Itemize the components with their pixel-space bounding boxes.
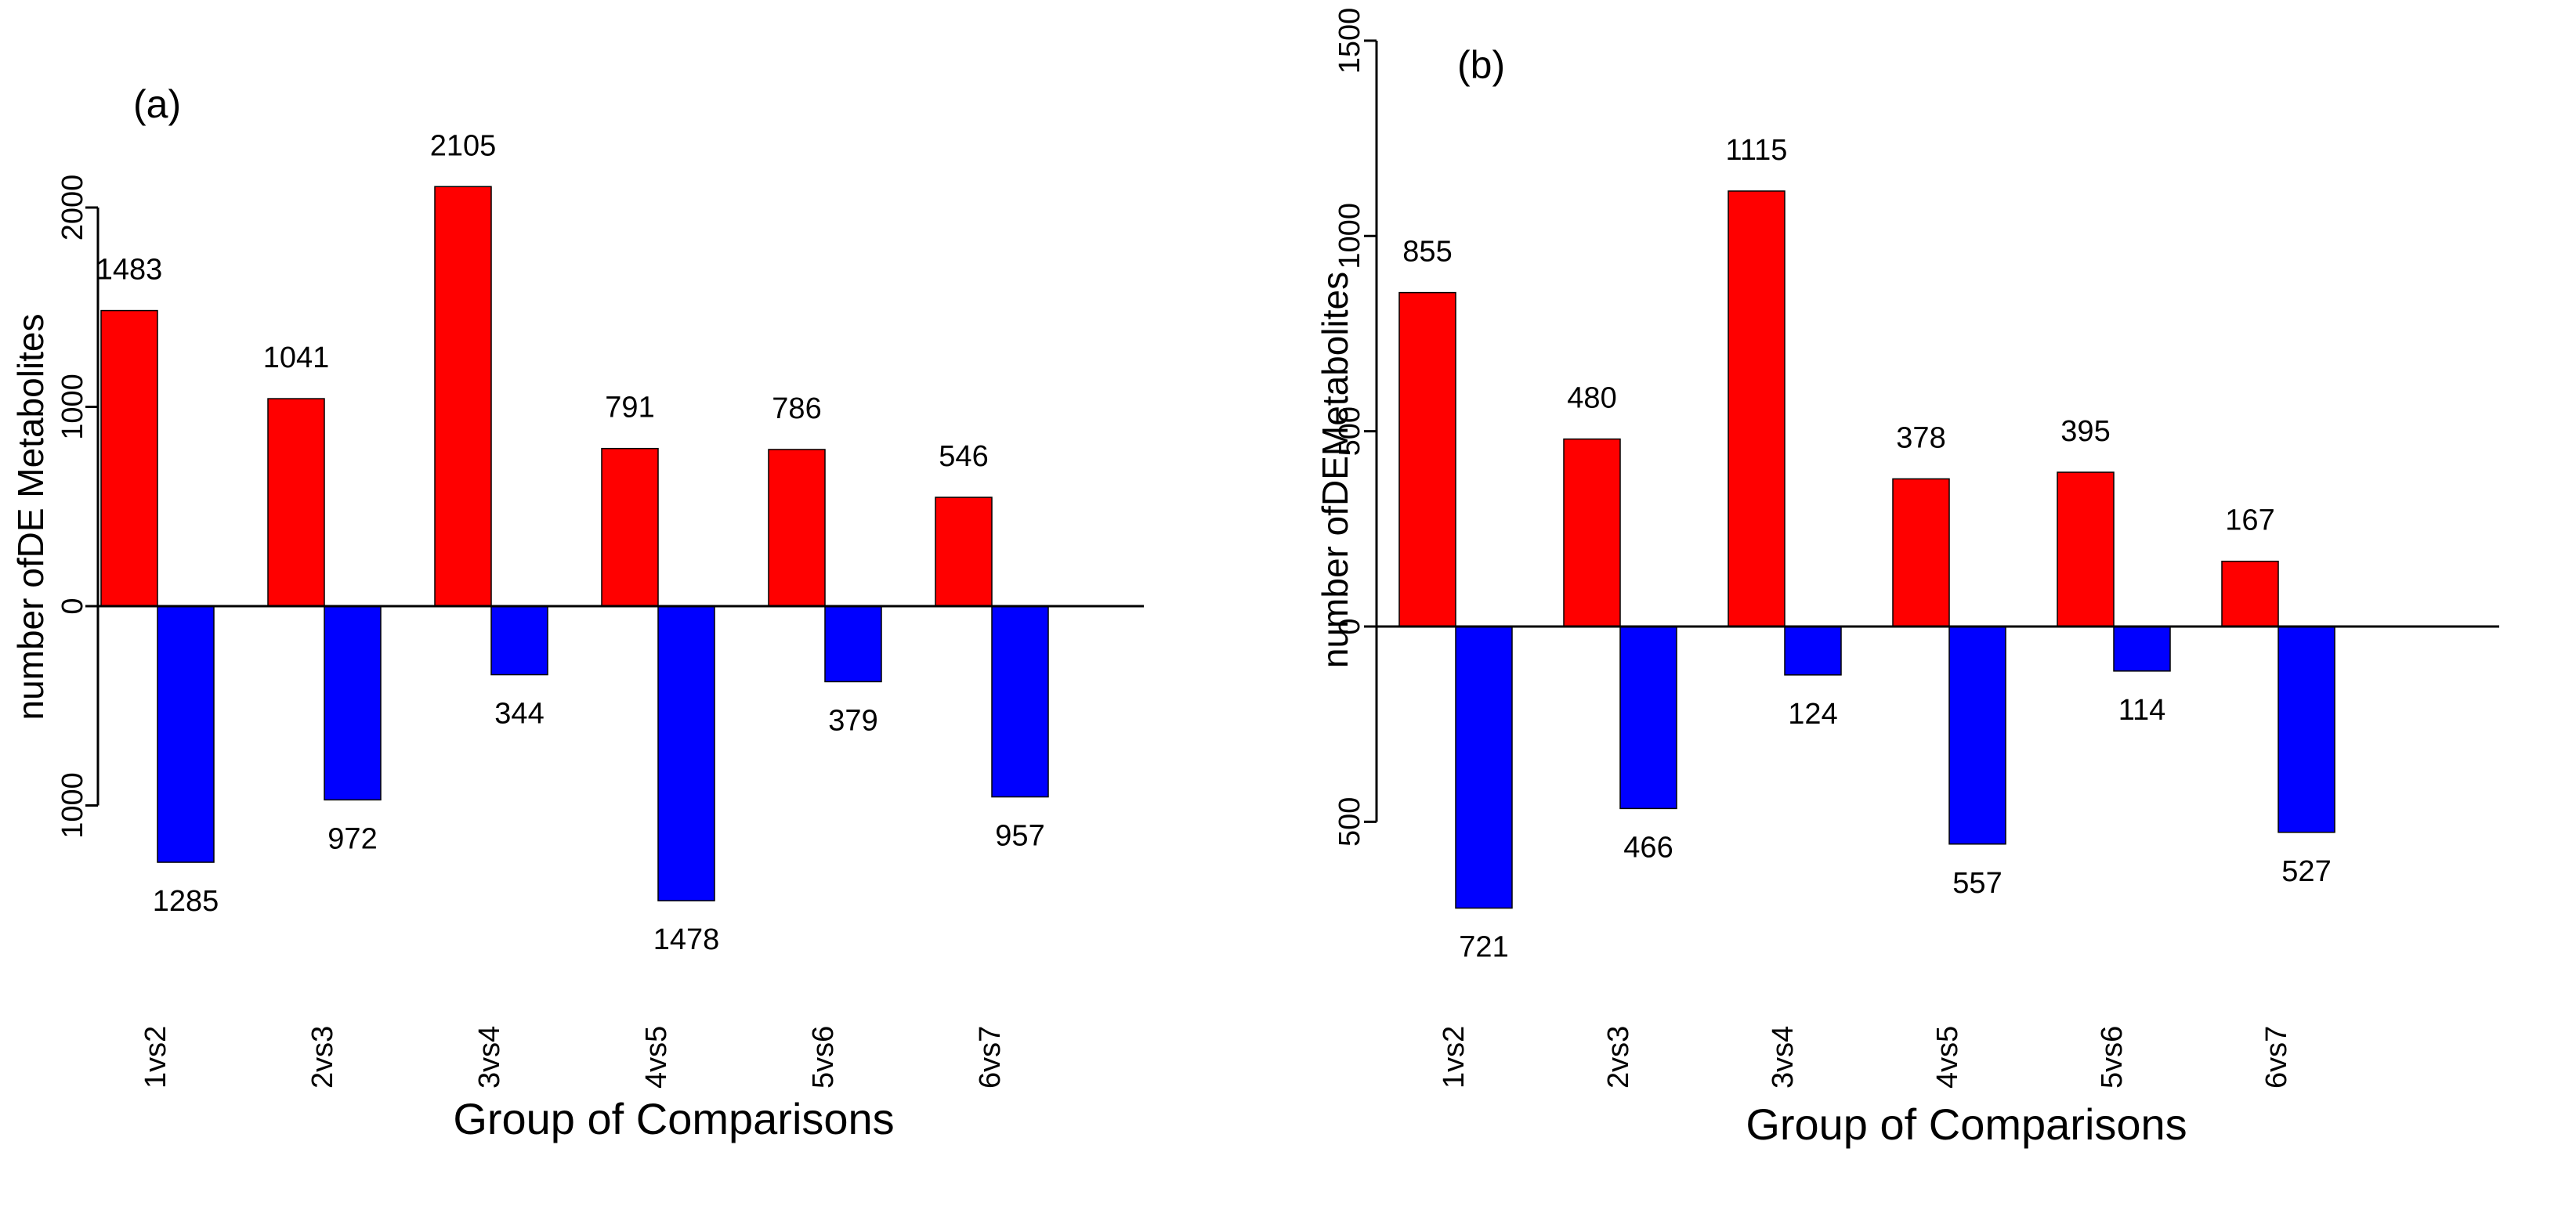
category-label: 6vs7 — [974, 1026, 1007, 1089]
data-label-down: 1478 — [653, 923, 720, 956]
chart-panel-a: (a) 1000 0 1000 2000 number ofDE Metabolites 1… — [10, 82, 1144, 1143]
data-label-up: 1483 — [96, 254, 163, 287]
data-label-down: 1285 — [153, 885, 219, 918]
bar-up — [935, 497, 993, 607]
category-label: 5vs6 — [807, 1026, 840, 1089]
y-tick-label: 2000 — [56, 175, 89, 241]
data-label-down: 466 — [1623, 831, 1673, 864]
bar-up — [2057, 471, 2115, 627]
category-label: 3vs4 — [473, 1026, 506, 1089]
bar-down — [1619, 626, 1677, 810]
data-label-down: 957 — [995, 820, 1044, 853]
data-label-down: 527 — [2281, 855, 2331, 888]
category-label: 5vs6 — [2096, 1026, 2129, 1089]
bar-down — [324, 605, 382, 801]
chart-panel-b: (b) 500 0 500 1000 1500 number ofDEMetabolites… — [1315, 8, 2499, 1149]
data-label-up: 167 — [2225, 504, 2274, 537]
category-label: 2vs3 — [306, 1026, 339, 1089]
category-label: 2vs3 — [1602, 1026, 1635, 1089]
data-label-up: 480 — [1567, 382, 1616, 415]
data-label-down: 124 — [1788, 698, 1837, 731]
data-label-up: 395 — [2060, 415, 2110, 448]
bar-up — [1892, 478, 1950, 627]
category-label: 1vs2 — [139, 1026, 172, 1089]
bar-up — [1563, 438, 1621, 627]
data-label-up: 378 — [1896, 421, 1945, 454]
bar-up — [434, 186, 492, 607]
bar-up — [267, 398, 325, 607]
y-tick-label: 1500 — [1333, 8, 1366, 74]
y-axis-title: number ofDEMetabolites — [1315, 272, 1355, 668]
data-label-down: 114 — [2118, 694, 2166, 727]
bar-down — [991, 605, 1049, 798]
category-label: 4vs5 — [1931, 1026, 1964, 1089]
y-tick-label: 1000 — [56, 374, 89, 440]
data-label-down: 721 — [1459, 931, 1508, 964]
category-label: 1vs2 — [1438, 1026, 1471, 1089]
y-axis-title: number ofDE Metabolites — [10, 313, 51, 720]
data-label-up: 791 — [605, 392, 654, 424]
panel-label: (a) — [133, 82, 181, 126]
category-label: 6vs7 — [2260, 1026, 2293, 1089]
data-label-down: 557 — [1952, 867, 2002, 900]
bar-down — [2113, 626, 2171, 672]
y-tick-label: 0 — [1333, 618, 1366, 634]
bar-down — [1784, 626, 1842, 676]
data-label-down: 379 — [828, 704, 877, 737]
bar-up — [601, 447, 659, 607]
data-label-up: 855 — [1402, 236, 1452, 269]
bar-up — [1728, 190, 1785, 627]
y-tick-label: 0 — [56, 598, 89, 614]
y-tick-label: 500 — [1333, 406, 1366, 456]
bar-up — [768, 449, 826, 607]
bar-down — [2278, 626, 2335, 833]
bar-down — [1455, 626, 1513, 909]
bar-up — [2221, 560, 2279, 627]
bar-down — [157, 605, 215, 863]
data-label-up: 1041 — [263, 341, 330, 374]
data-label-up: 546 — [939, 440, 988, 473]
y-tick-label: 1000 — [56, 772, 89, 839]
category-label: 3vs4 — [1767, 1026, 1800, 1089]
data-label-up: 1115 — [1726, 134, 1788, 167]
y-tick-label: 1000 — [1333, 203, 1366, 269]
data-label-up: 2105 — [430, 129, 497, 162]
bar-down — [657, 605, 715, 901]
bar-up — [100, 309, 158, 607]
data-label-down: 344 — [494, 698, 544, 731]
data-label-up: 786 — [772, 392, 821, 425]
category-label: 4vs5 — [640, 1026, 673, 1089]
x-axis-title: Group of Comparisons — [453, 1094, 894, 1143]
bar-down — [1948, 626, 2006, 845]
bar-down — [824, 605, 882, 683]
bar-down — [490, 605, 548, 676]
x-axis-title: Group of Comparisons — [1746, 1100, 2187, 1149]
panel-label: (b) — [1457, 43, 1505, 87]
y-tick-label: 500 — [1333, 797, 1366, 847]
bar-up — [1398, 291, 1456, 627]
data-label-down: 972 — [327, 822, 377, 855]
